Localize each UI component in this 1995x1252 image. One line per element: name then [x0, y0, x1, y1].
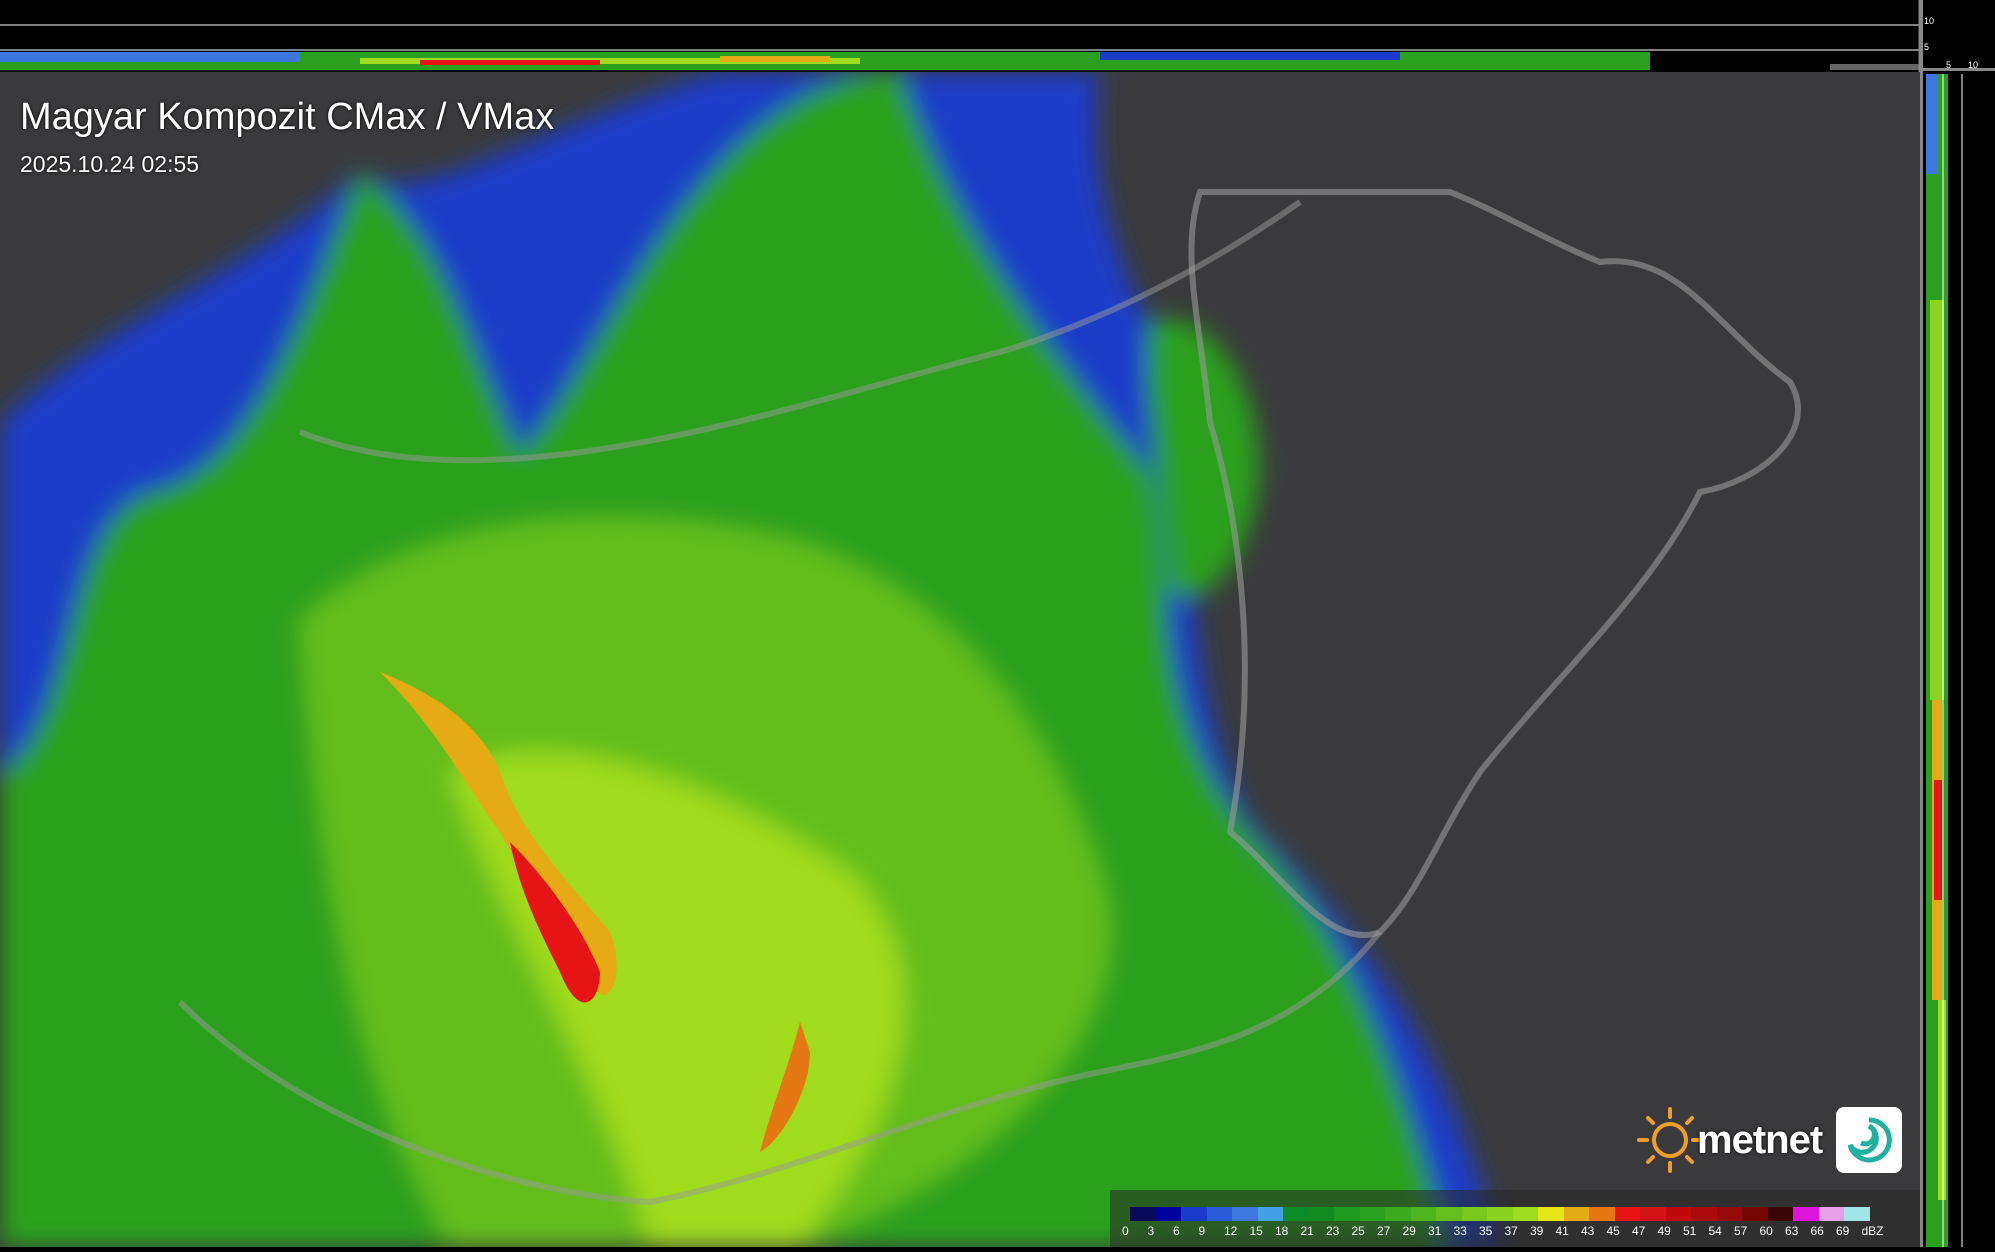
legend-label: 45 — [1606, 1224, 1620, 1238]
legend-swatch — [1844, 1207, 1870, 1221]
legend-label: 57 — [1734, 1224, 1748, 1238]
legend-label: 31 — [1428, 1224, 1442, 1238]
legend-label: 25 — [1351, 1224, 1365, 1238]
legend-swatch — [1232, 1207, 1258, 1221]
legend-label: 63 — [1785, 1224, 1799, 1238]
vertical-profile-top — [0, 0, 1922, 72]
legend-unit: dBZ — [1861, 1224, 1884, 1238]
legend-swatch — [1283, 1207, 1309, 1221]
legend-swatch — [1538, 1207, 1564, 1221]
legend-label: 37 — [1504, 1224, 1518, 1238]
logo-text: metnet — [1697, 1117, 1823, 1162]
legend-swatch — [1563, 1207, 1589, 1221]
scale-label: 5 — [1924, 42, 1930, 52]
legend-label: 49 — [1657, 1224, 1671, 1238]
legend-swatch — [1385, 1207, 1411, 1221]
legend-swatch — [1716, 1207, 1742, 1221]
legend-swatch — [1512, 1207, 1538, 1221]
legend-label: 12 — [1224, 1224, 1238, 1238]
legend-swatch — [1334, 1207, 1360, 1221]
legend-label: 51 — [1683, 1224, 1697, 1238]
legend-swatch — [1665, 1207, 1691, 1221]
scale-label: 10 — [1968, 60, 1979, 70]
scale-label: 5 — [1946, 60, 1952, 70]
legend-swatch — [1155, 1207, 1181, 1221]
legend-label: 43 — [1581, 1224, 1595, 1238]
legend-label: 29 — [1402, 1224, 1416, 1238]
legend-swatch — [1640, 1207, 1666, 1221]
legend-label: 27 — [1377, 1224, 1391, 1238]
dbz-legend: 0 3 6 9 12 15 18 21 23 25 27 29 31 33 35 37 39 41 43 45 47 49… — [1110, 1190, 1920, 1247]
legend-label: 3 — [1147, 1224, 1155, 1238]
legend-swatch — [1359, 1207, 1385, 1221]
legend-label: 60 — [1759, 1224, 1773, 1238]
legend-label: 35 — [1479, 1224, 1493, 1238]
legend-label: 0 — [1122, 1224, 1129, 1238]
legend-swatch — [1257, 1207, 1283, 1221]
legend-swatch — [1130, 1207, 1156, 1221]
legend-label: 54 — [1708, 1224, 1722, 1238]
radar-echo-layer — [0, 72, 1801, 1247]
legend-label: 33 — [1453, 1224, 1467, 1238]
legend-swatch — [1818, 1207, 1844, 1221]
legend-swatch — [1793, 1207, 1819, 1221]
timestamp: 2025.10.24 02:55 — [20, 151, 200, 177]
legend-swatch — [1436, 1207, 1462, 1221]
vertical-profile-right: 10 5 5 10 — [1920, 0, 1995, 1247]
legend-label: 69 — [1836, 1224, 1850, 1238]
legend-label: 9 — [1198, 1224, 1206, 1238]
legend-swatch — [1461, 1207, 1487, 1221]
legend-labels: 0 3 6 9 12 15 18 21 23 25 27 29 31 33 35 37 39 41 43 45 47 49… — [1122, 1224, 1887, 1238]
legend-color-bar — [1130, 1207, 1870, 1221]
legend-label: 18 — [1275, 1224, 1289, 1238]
legend-label: 41 — [1555, 1224, 1569, 1238]
legend-swatch — [1691, 1207, 1717, 1221]
legend-label: 39 — [1530, 1224, 1544, 1238]
right-profile-strip — [1920, 0, 1995, 1247]
legend-label: 21 — [1300, 1224, 1314, 1238]
legend-swatch — [1589, 1207, 1615, 1221]
swirl-icon — [1836, 1107, 1903, 1173]
legend-swatch — [1487, 1207, 1513, 1221]
legend-swatch — [1308, 1207, 1334, 1221]
legend-label: 23 — [1326, 1224, 1340, 1238]
page-title: Magyar Kompozit CMax / VMax — [20, 96, 555, 138]
legend-swatch — [1742, 1207, 1768, 1221]
legend-swatch — [1767, 1207, 1793, 1221]
scale-label: 10 — [1924, 16, 1935, 26]
sun-icon — [1637, 1107, 1703, 1173]
legend-swatch — [1410, 1207, 1436, 1221]
legend-label: 47 — [1632, 1224, 1646, 1238]
legend-label: 66 — [1810, 1224, 1824, 1238]
legend-swatch — [1181, 1207, 1207, 1221]
radar-map[interactable]: 0 3 6 9 12 15 18 21 23 25 27 29 31 33 35 37 39 41 43 45 47 49… — [0, 72, 1920, 1247]
legend-swatch — [1206, 1207, 1232, 1221]
legend-label: 6 — [1173, 1224, 1180, 1238]
legend-swatch — [1614, 1207, 1640, 1221]
legend-label: 15 — [1249, 1224, 1263, 1238]
top-profile-strip — [0, 0, 1922, 72]
metnet-logo: metnet — [1635, 1105, 1903, 1175]
